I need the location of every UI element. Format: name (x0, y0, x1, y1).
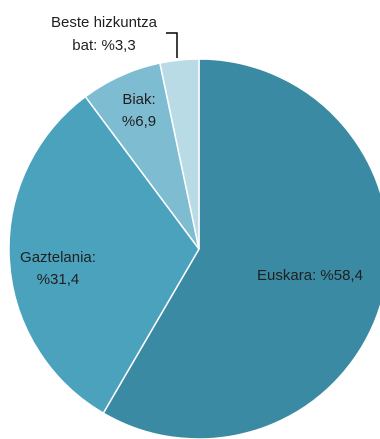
slice-label: Biak: %6,9 (122, 91, 156, 130)
slice-label: Gaztelania: %31,4 (20, 249, 96, 288)
slice-label: Euskara: %58,4 (257, 267, 363, 284)
slice-label-line: %6,9 (122, 113, 156, 130)
slice-label-line: Gaztelania: (20, 249, 96, 266)
slice-label-line: bat: %3,3 (72, 37, 135, 54)
label-leader-line (166, 32, 178, 58)
slice-label-line: Beste hizkuntza (51, 14, 158, 31)
slice-label-line: %31,4 (37, 271, 80, 288)
slice-label-line: Biak: (122, 91, 155, 108)
slice-label: Beste hizkuntza bat: %3,3 (51, 14, 158, 54)
slice-label-line: Euskara: %58,4 (257, 267, 363, 284)
pie-slice (159, 58, 200, 250)
pie-slice (8, 95, 200, 415)
